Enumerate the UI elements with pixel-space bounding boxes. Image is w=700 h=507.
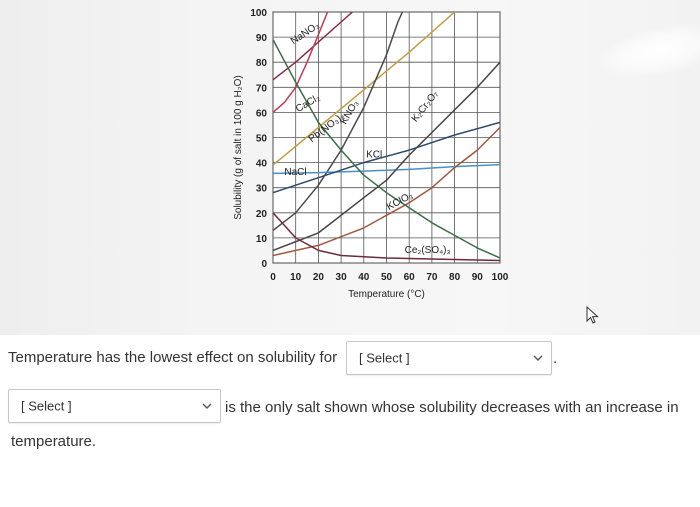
x-tick-label: 0	[270, 272, 276, 283]
mouse-cursor-icon	[586, 306, 599, 324]
y-tick-label: 100	[250, 8, 267, 19]
question1-select[interactable]: [ Select ]	[346, 341, 552, 375]
chevron-down-icon	[202, 403, 212, 409]
series-label-nacl: NaCl	[284, 167, 306, 178]
question2-select-value: [ Select ]	[21, 398, 72, 414]
series-label-ce2so43: Ce₂(SO₄)₃	[405, 245, 451, 256]
y-tick-label: 80	[256, 58, 268, 69]
y-tick-label: 20	[256, 209, 268, 220]
x-tick-label: 70	[426, 272, 438, 283]
series-group	[273, 12, 500, 262]
question2-select[interactable]: [ Select ]	[8, 389, 221, 423]
series-line-k2cr2o7	[273, 61, 500, 252]
y-tick-label: 0	[261, 259, 267, 270]
x-tick-label: 20	[313, 272, 325, 283]
series-line-nacl	[273, 163, 500, 175]
x-tick-label: 40	[358, 272, 370, 283]
series-line-kno3	[273, 12, 404, 231]
y-tick-label: 90	[256, 33, 268, 44]
series-label-kcl: KCl	[366, 150, 382, 161]
series-line-ce2so43	[273, 212, 500, 262]
question1-text: Temperature has the lowest effect on sol…	[8, 349, 338, 366]
y-tick-label: 50	[256, 134, 268, 145]
series-line-cacl2	[273, 12, 329, 113]
chevron-down-icon	[533, 355, 543, 361]
x-tick-label: 30	[336, 272, 348, 283]
y-tick-label: 70	[256, 83, 268, 94]
solubility-chart: 0 10 20 30 40 50 60 70 80 90 100 0 10 20 30 40 50 60 70 80 9…	[233, 8, 509, 300]
y-tick-label: 40	[256, 159, 268, 170]
x-tick-label: 90	[472, 272, 484, 283]
x-tick-label: 50	[381, 272, 393, 283]
series-line-kclo3	[273, 126, 500, 257]
series-line-pbno32	[273, 12, 456, 166]
series-line-nh3	[273, 39, 500, 259]
question2-text-b: temperature.	[11, 433, 97, 450]
y-tick-label: 60	[256, 108, 268, 119]
x-axis-label: Temperature (°C)	[348, 289, 425, 300]
x-tick-label: 100	[492, 272, 509, 283]
question1-select-value: [ Select ]	[359, 350, 410, 366]
x-tick-label: 10	[290, 272, 302, 283]
question2-text-a: is the only salt shown whose solubility …	[225, 399, 679, 416]
series-line-kcl	[273, 121, 500, 194]
y-tick-label: 10	[256, 234, 268, 245]
x-tick-label: 80	[449, 272, 461, 283]
question1-end: .	[553, 350, 558, 367]
y-tick-label: 30	[256, 184, 268, 195]
y-axis-label: Solubility (g of salt in 100 g H₂O)	[233, 75, 244, 220]
x-tick-label: 60	[404, 272, 416, 283]
